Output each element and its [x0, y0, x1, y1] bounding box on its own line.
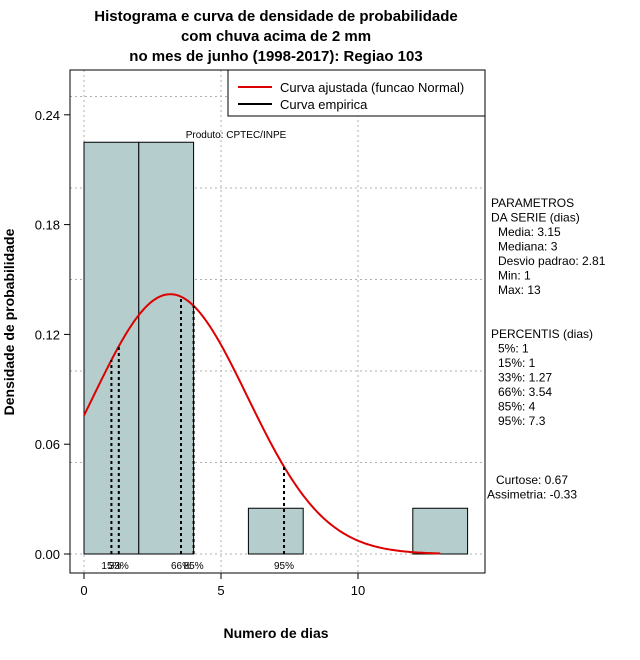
- percentis-heading: PERCENTIS (dias): [491, 327, 593, 341]
- y-tick-label: 0.00: [35, 547, 60, 562]
- chart-title-line: com chuva acima de 2 mm: [181, 28, 371, 45]
- normal-curve-layer: [83, 293, 441, 555]
- x-tick-label: 10: [351, 583, 365, 598]
- legend-label: Curva empirica: [280, 97, 368, 112]
- params-line: Min: 1: [498, 269, 531, 283]
- histogram-bar: [247, 507, 304, 555]
- params-line: Mediana: 3: [498, 240, 558, 254]
- shape-line: Assimetria: -0.33: [487, 488, 577, 502]
- shape-line: Curtose: 0.67: [496, 473, 568, 487]
- percentis-line: 33%: 1.27: [498, 371, 552, 385]
- percentis-line: 85%: 4: [498, 400, 536, 414]
- params-line: Max: 13: [498, 283, 541, 297]
- percentile-label: 85%: [184, 561, 204, 572]
- y-tick-label: 0.12: [35, 327, 60, 342]
- params-heading: DA SERIE (dias): [491, 211, 580, 225]
- percentile-label: 33%: [109, 561, 129, 572]
- histogram-bar: [412, 507, 469, 555]
- chart-title-line: Histograma e curva de densidade de proba…: [94, 8, 457, 25]
- y-axis-title: Densidade de probabilidade: [1, 228, 17, 415]
- params-heading: PARAMETROS: [491, 196, 574, 210]
- legend-box: [227, 69, 486, 117]
- histogram-bar: [138, 141, 195, 555]
- percentile-label: 66%: [171, 561, 191, 572]
- percentile-lines: 15%33% 66%85% 95%: [101, 296, 294, 572]
- y-tick-label: 0.24: [35, 108, 60, 123]
- histogram-bars: [83, 141, 469, 555]
- legend: Curva ajustada (funcao Normal) Curva empi…: [227, 69, 486, 117]
- x-tick-label: 0: [80, 583, 87, 598]
- params-line: Desvio padrao: 2.81: [498, 254, 606, 268]
- chart-texts: Numero de dias Densidade de probabilidade…: [1, 8, 606, 641]
- normal-curve: [83, 293, 441, 555]
- params-line: Media: 3.15: [498, 225, 561, 239]
- x-axis-title: Numero de dias: [223, 625, 328, 641]
- chart-title-line: no mes de junho (1998-2017): Regiao 103: [129, 48, 422, 65]
- credit-text: Produto: CPTEC/INPE: [186, 130, 287, 141]
- legend-label: Curva ajustada (funcao Normal): [280, 80, 464, 95]
- percentis-line: 95%: 7.3: [498, 414, 546, 428]
- percentis-line: 15%: 1: [498, 356, 536, 370]
- y-tick-label: 0.06: [35, 437, 60, 452]
- percentile-label: 95%: [274, 561, 294, 572]
- y-tick-label: 0.18: [35, 218, 60, 233]
- percentis-line: 5%: 1: [498, 342, 529, 356]
- percentile-label: 15%: [101, 561, 121, 572]
- x-tick-label: 5: [217, 583, 224, 598]
- percentis-line: 66%: 3.54: [498, 385, 552, 399]
